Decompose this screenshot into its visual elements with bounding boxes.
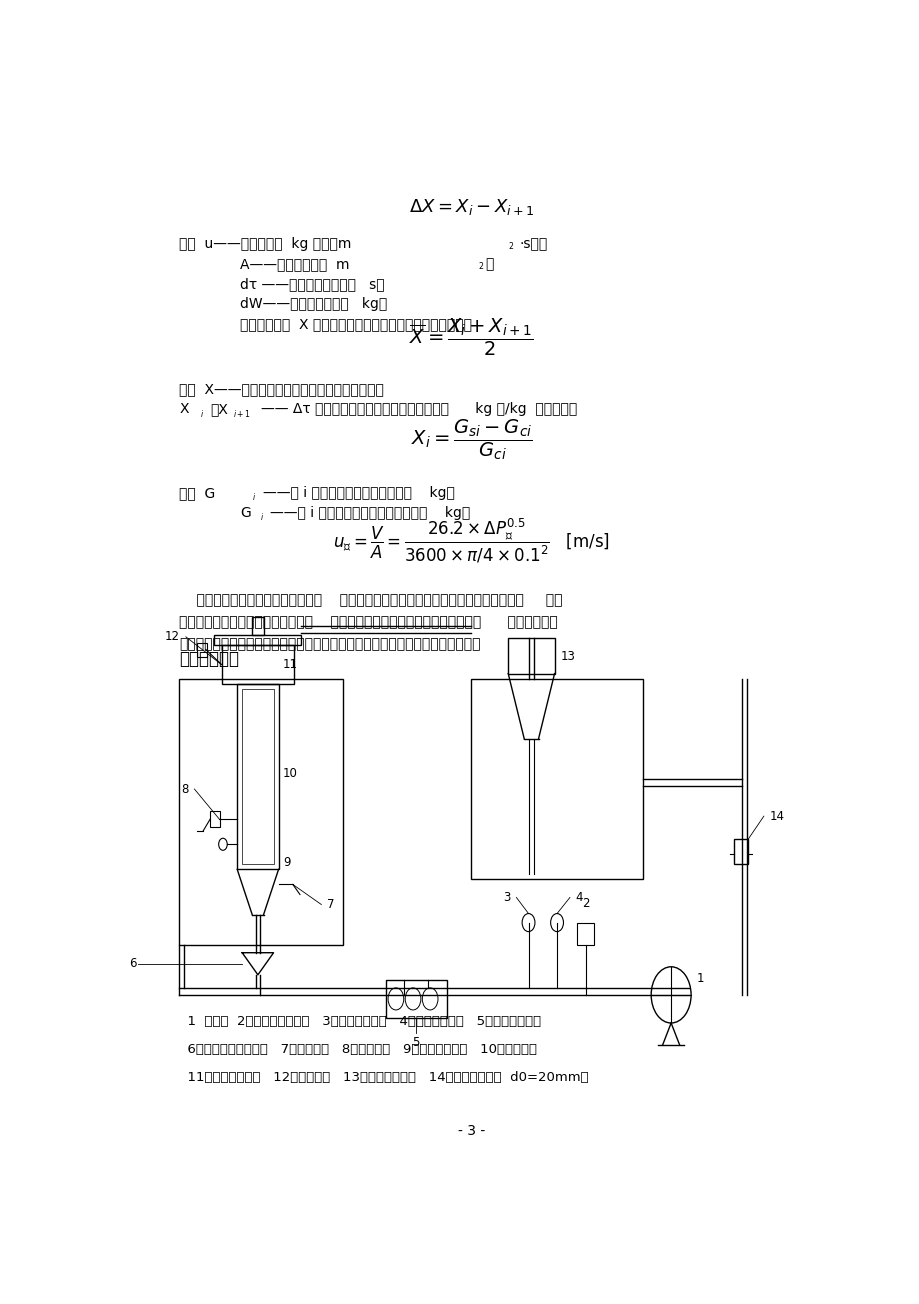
Text: ·s）；: ·s）； (518, 237, 547, 250)
Text: A——干燥表面积，  m: A——干燥表面积， m (240, 257, 349, 271)
Text: G: G (240, 506, 250, 520)
Bar (471, 678, 641, 879)
Text: X: X (179, 403, 188, 416)
Text: $\overline{X} = \dfrac{X_i + X_{i+1}}{2}$: $\overline{X} = \dfrac{X_i + X_{i+1}}{2}… (409, 317, 533, 357)
Text: dW——汽化的水分量，   kg。: dW——汽化的水分量， kg。 (240, 297, 387, 312)
Text: $u_{孔} = \dfrac{V}{A} = \dfrac{26.2\times \Delta P_{孔}^{0.5}}{3600\times \pi / 4: $u_{孔} = \dfrac{V}{A} = \dfrac{26.2\time… (333, 516, 609, 565)
Text: $_i$: $_i$ (252, 492, 255, 505)
Bar (252, 617, 264, 635)
Text: 干燥速率曲线只能通过实验测定，    因为干燥速率不仅取决于空气的性质和操作条件，     而且: 干燥速率曲线只能通过实验测定， 因为干燥速率不仅取决于空气的性质和操作条件， 而… (179, 593, 562, 608)
Text: 2: 2 (581, 897, 589, 910)
Bar (197, 643, 207, 656)
Text: 四．实验流程: 四．实验流程 (179, 651, 239, 669)
Text: 8: 8 (181, 782, 188, 795)
Text: ——第 i 时刻取出的湿物料的质量，    kg；: ——第 i 时刻取出的湿物料的质量， kg； (262, 486, 454, 499)
Bar (242, 689, 273, 865)
Text: 5: 5 (412, 1037, 419, 1048)
Text: 式中  X——某一干燥速率下湿物料的平均含水量；: 式中 X——某一干燥速率下湿物料的平均含水量； (179, 382, 383, 396)
Bar (733, 840, 747, 865)
Text: 13: 13 (560, 649, 574, 662)
Text: 1  风机；  2、湿球温度水筒；   3、湿球温度计；   4、干球温度计；   5、空气加湿器；: 1 风机； 2、湿球温度水筒； 3、湿球温度计； 4、干球温度计； 5、空气加湿… (179, 1015, 540, 1028)
Text: 6、空气流速调节阀；   7、放净口；   8、取样口；   9、不锈钢筒体；   10、玻璃筒体: 6、空气流速调节阀； 7、放净口； 8、取样口； 9、不锈钢筒体； 10、玻璃筒… (179, 1043, 537, 1056)
Text: 10: 10 (282, 767, 298, 780)
Bar (210, 811, 220, 827)
Text: 11、气固分离器；   12、加料口；   13、旋风分离器；   14、孔板流量计（  d0=20mm）: 11、气固分离器； 12、加料口； 13、旋风分离器； 14、孔板流量计（ d0… (179, 1071, 588, 1084)
Text: $X_i = \dfrac{G_{si} - G_{ci}}{G_{ci}}$: $X_i = \dfrac{G_{si} - G_{ci}}{G_{ci}}$ (410, 417, 532, 462)
Bar (576, 923, 594, 944)
Text: ——第 i 时刻取出的物料的绝干质量，    kg。: ——第 i 时刻取出的物料的绝干质量， kg。 (270, 506, 471, 520)
Bar (214, 635, 301, 645)
Text: 还受物料性质结构及含水量的影响。    本实验装置为间歇操作的沸腾床干燥器，      可测定达到一: 还受物料性质结构及含水量的影响。 本实验装置为间歇操作的沸腾床干燥器， 可测定达… (179, 615, 557, 630)
Polygon shape (242, 953, 273, 975)
Text: 14: 14 (768, 810, 784, 823)
Text: 9: 9 (282, 857, 290, 870)
Text: 7: 7 (326, 898, 335, 911)
Text: 式中  G: 式中 G (179, 486, 215, 499)
Text: $^2$: $^2$ (507, 241, 514, 252)
Text: - 3 -: - 3 - (458, 1124, 484, 1138)
Text: $^2$: $^2$ (477, 262, 483, 273)
Text: $_{i+1}$: $_{i+1}$ (233, 408, 251, 421)
Text: 、X: 、X (210, 403, 228, 416)
Text: $\Delta X = X_i - X_{i+1}$: $\Delta X = X_i - X_{i+1}$ (408, 197, 534, 216)
Bar (179, 678, 343, 944)
Text: —— Δτ 时间间隔内开始和终了时的含水量，      kg 水/kg  绝干物料。: —— Δτ 时间间隔内开始和终了时的含水量， kg 水/kg 绝干物料。 (261, 403, 577, 416)
Text: 定干燥要求所需的时间，为工业上连续操作的流化床干燥器提供相应的设计参数。: 定干燥要求所需的时间，为工业上连续操作的流化床干燥器提供相应的设计参数。 (179, 638, 480, 652)
Bar (386, 979, 446, 1018)
Text: 1: 1 (696, 971, 704, 985)
Text: dτ ——相应的干燥时间，   s；: dτ ——相应的干燥时间， s； (240, 276, 384, 291)
Text: 3: 3 (503, 891, 510, 904)
Text: ；: ； (485, 257, 494, 271)
Text: 11: 11 (282, 659, 298, 672)
Text: 4: 4 (575, 891, 583, 904)
Text: 12: 12 (165, 630, 180, 643)
Bar (237, 683, 278, 870)
Text: 6: 6 (129, 957, 136, 970)
Bar (221, 645, 294, 683)
Text: $_i$: $_i$ (199, 408, 204, 421)
Bar (507, 639, 554, 674)
Text: 图中的横坐标  X 为对应于某干燥速率下的物料平均含水量。: 图中的横坐标 X 为对应于某干燥速率下的物料平均含水量。 (240, 317, 471, 331)
Text: $_i$: $_i$ (259, 512, 264, 524)
Text: 式中  u——干燥速率，  kg 水／（m: 式中 u——干燥速率， kg 水／（m (179, 237, 351, 250)
